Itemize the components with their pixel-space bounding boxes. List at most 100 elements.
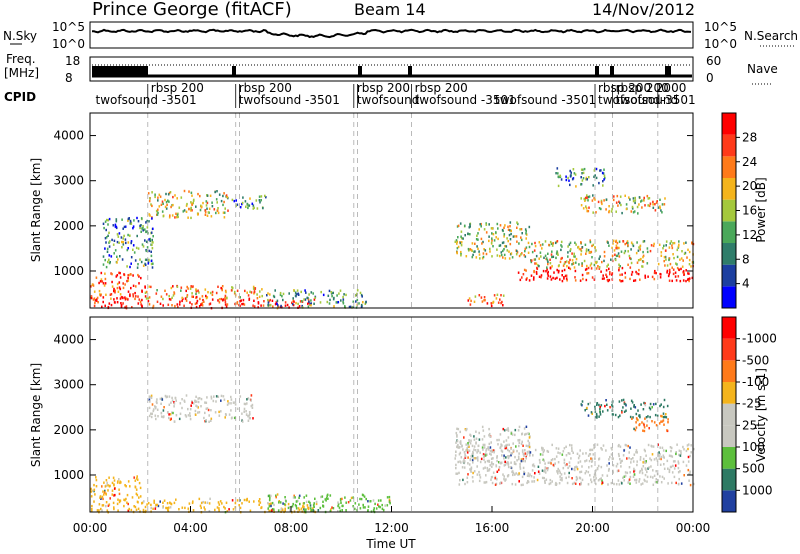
echo-cell: [635, 270, 637, 274]
echo-cell: [531, 242, 533, 246]
echo-cell: [603, 168, 605, 171]
echo-cell: [225, 501, 228, 504]
echo-cell: [560, 473, 563, 476]
echo-cell: [542, 453, 544, 456]
echo-cell: [681, 265, 684, 268]
echo-cell: [557, 175, 560, 178]
echo-cell: [148, 258, 150, 262]
echo-cell: [150, 503, 152, 507]
echo-cell: [461, 466, 464, 469]
echo-cell: [195, 295, 198, 299]
echo-cell: [95, 476, 97, 479]
echo-cell: [634, 428, 637, 432]
echo-cell: [663, 415, 666, 419]
echo-cell: [503, 233, 506, 236]
echo-cell: [190, 209, 192, 212]
echo-cell: [139, 300, 142, 303]
echo-cell: [483, 296, 486, 299]
echo-cell: [313, 298, 316, 301]
echo-cell: [175, 399, 177, 402]
echo-cell: [101, 504, 104, 507]
echo-cell: [556, 470, 558, 473]
echo-cell: [251, 406, 254, 409]
echo-cell: [472, 457, 475, 460]
echo-cell: [274, 303, 277, 306]
echo-cell: [170, 205, 172, 209]
echo-cell: [512, 449, 515, 452]
echo-cell: [469, 225, 471, 228]
echo-cell: [253, 291, 256, 294]
echo-cell: [636, 261, 639, 264]
echo-cell: [515, 472, 517, 475]
echo-cell: [150, 506, 152, 510]
echo-cell: [550, 278, 553, 281]
echo-cell: [529, 451, 532, 454]
echo-cell: [460, 241, 463, 244]
echo-cell: [555, 172, 557, 175]
echo-cell: [122, 302, 124, 305]
echo-cell: [581, 400, 584, 403]
echo-cell: [523, 470, 525, 474]
echo-cell: [93, 500, 95, 503]
echo-cell: [554, 483, 557, 486]
echo-cell: [486, 466, 489, 470]
echo-cell: [142, 225, 144, 228]
echo-cell: [292, 502, 294, 506]
echo-cell: [550, 253, 553, 256]
echo-cell: [540, 276, 542, 279]
echo-cell: [466, 451, 469, 454]
echo-cell: [621, 411, 623, 414]
echo-cell: [557, 184, 560, 188]
echo-cell: [206, 194, 209, 197]
echo-cell: [580, 482, 582, 486]
echo-cell: [584, 268, 587, 271]
echo-cell: [187, 216, 189, 219]
echo-cell: [605, 449, 607, 452]
echo-cell: [547, 262, 549, 266]
echo-cell: [210, 395, 213, 398]
echo-cell: [654, 209, 657, 212]
echo-cell: [110, 297, 112, 300]
echo-cell: [216, 190, 218, 193]
echo-cell: [533, 276, 535, 279]
echo-cell: [205, 200, 208, 203]
echo-cell: [108, 241, 110, 244]
echo-cell: [581, 465, 583, 468]
echo-cell: [474, 250, 476, 253]
echo-cell: [231, 286, 234, 290]
echo-cell: [243, 402, 246, 406]
echo-cell: [498, 438, 500, 442]
echo-cell: [225, 290, 227, 294]
echo-cell: [94, 299, 97, 302]
echo-cell: [300, 290, 302, 294]
cpid-label-7: twofsound -3501: [415, 93, 516, 107]
echo-cell: [605, 208, 607, 211]
echo-cell: [230, 409, 232, 412]
echo-cell: [589, 264, 592, 267]
echo-cell: [197, 289, 199, 292]
echo-cell: [468, 445, 470, 448]
echo-cell: [126, 265, 128, 268]
echo-cell: [329, 298, 331, 302]
echo-cell: [192, 402, 195, 405]
echo-cell: [240, 299, 242, 302]
echo-cell: [355, 294, 357, 297]
echo-cell: [173, 420, 176, 423]
cpid-label-3: twofsound -3501: [239, 93, 340, 107]
echo-cell: [585, 470, 588, 473]
echo-cell: [551, 458, 554, 461]
echo-cell: [504, 245, 506, 248]
echo-cell: [485, 223, 488, 226]
echo-cell: [561, 256, 563, 260]
y-tick-label: 1000: [53, 468, 84, 482]
echo-cell: [307, 507, 310, 511]
echo-cell: [474, 449, 477, 452]
echo-cell: [115, 220, 118, 223]
echo-cell: [305, 508, 307, 511]
echo-cell: [627, 481, 629, 484]
echo-cell: [204, 501, 206, 504]
echo-cell: [662, 455, 665, 459]
echo-cell: [664, 264, 666, 267]
echo-cell: [183, 189, 186, 193]
colorbar-swatch: [722, 447, 736, 469]
